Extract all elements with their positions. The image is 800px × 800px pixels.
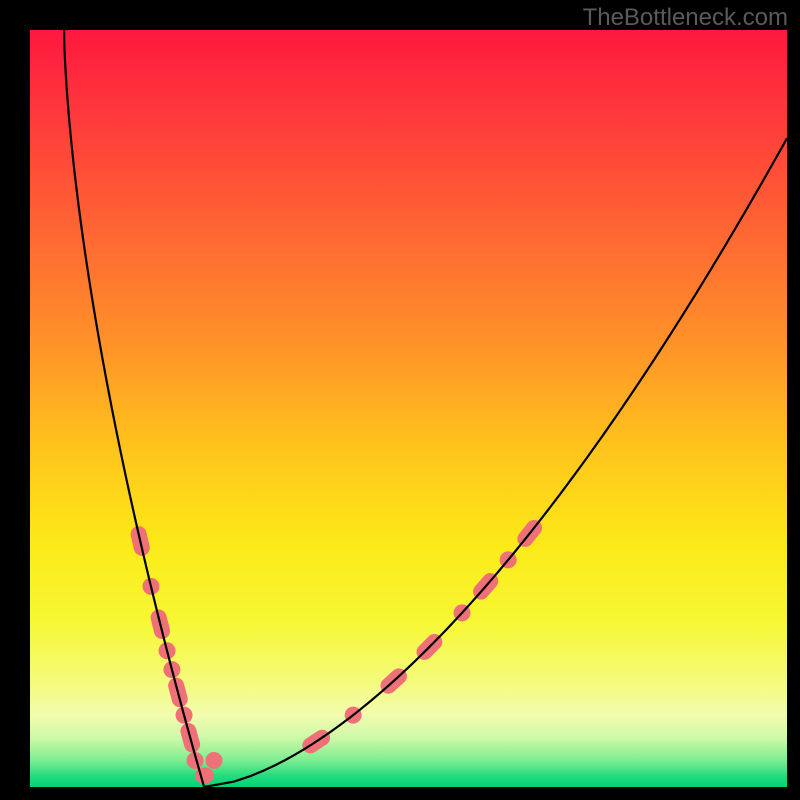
curve-marker-dot bbox=[205, 752, 222, 769]
stage: TheBottleneck.com bbox=[0, 0, 800, 800]
curve-marker-pill bbox=[195, 768, 214, 784]
watermark-text: TheBottleneck.com bbox=[583, 4, 788, 32]
curve-path bbox=[64, 30, 787, 787]
plot-area bbox=[30, 30, 787, 787]
bottleneck-curve bbox=[30, 30, 787, 787]
